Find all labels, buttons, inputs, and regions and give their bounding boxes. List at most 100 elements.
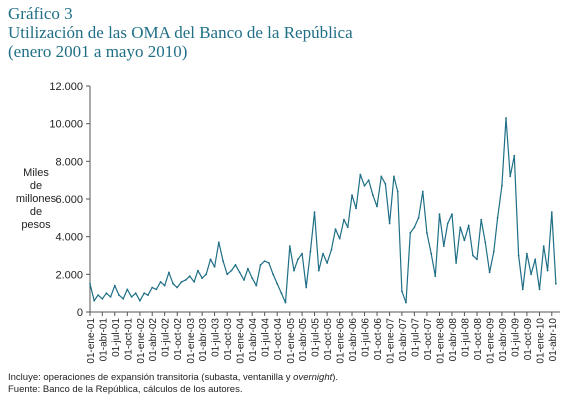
data-point [209,258,212,261]
x-tick-label: 01-ene-09 [486,318,497,364]
data-point [405,301,407,304]
x-tick-label: 01-ene-08 [436,318,447,364]
data-point [213,265,216,268]
x-tick-label: 01-ene-10 [535,318,546,364]
data-point [472,254,474,257]
data-point [317,269,320,272]
data-point [197,269,199,272]
data-point [105,292,108,295]
data-point [521,288,524,291]
x-tick-label: 01-oct-04 [273,318,284,361]
data-point [409,232,412,234]
data-point [280,292,283,295]
chart-label: Gráfico 3 [8,4,73,23]
data-point [97,294,99,296]
x-tick-label: 01-abr-07 [398,318,409,362]
x-tick-label: 01-abr-01 [98,318,109,362]
data-point [234,264,237,266]
x-tick-label: 01-abr-09 [498,318,509,362]
data-point [326,262,328,264]
data-point [430,252,433,255]
data-point [238,271,241,274]
y-axis-label-line: de [29,206,43,218]
data-point [451,213,453,216]
x-tick-label: 01-oct-03 [223,318,234,361]
data-point [546,269,549,272]
x-tick-label: 01-abr-02 [148,318,159,362]
data-point [272,273,274,276]
x-tick-label: 01-abr-06 [348,318,359,362]
series-line [89,117,557,304]
data-point [188,275,191,278]
data-point [159,281,162,283]
x-tick-label: 01-jul-04 [261,318,272,357]
y-tick-label: 8.000 [55,156,83,168]
data-point [251,277,254,279]
x-tick-label: 01-ene-05 [286,318,297,364]
data-point [118,294,120,296]
data-point [297,258,299,261]
note-text: ). [332,372,339,383]
data-point [93,299,96,302]
data-point [555,282,557,285]
data-point [309,250,312,253]
data-point [517,254,520,257]
data-point [288,245,291,248]
data-point [459,226,462,229]
data-point [217,241,220,244]
data-point [526,252,528,255]
data-point [284,301,287,304]
data-point [434,275,437,278]
data-point [201,277,204,279]
x-tick-label: 01-jul-05 [311,318,322,357]
data-point [346,226,349,229]
data-point [334,228,337,231]
data-point [538,288,541,291]
x-tick-label: 01-ene-02 [136,318,147,364]
data-point [172,282,175,285]
x-tick-label: 01-jul-03 [211,318,222,357]
x-tick-label: 01-jul-01 [111,318,122,357]
data-point [147,294,149,296]
data-point [413,226,416,229]
note-italic-text: overnight [293,372,333,383]
data-point [496,216,499,219]
data-point [176,286,179,289]
x-tick-label: 01-jul-06 [360,318,371,357]
y-axis-label-line: Miles [23,167,49,179]
data-point [380,175,383,178]
x-tick-label: 01-oct-08 [473,318,484,361]
data-point [180,281,183,283]
note-line-2: Fuente: Banco de la República, cálculos … [8,384,243,395]
data-point [330,248,333,251]
data-point [542,245,545,248]
data-point [550,211,553,214]
data-point [530,273,532,276]
x-tick-label: 01-jul-09 [510,318,521,357]
y-axis-label-line: pesos [21,219,51,231]
data-point [226,273,229,276]
note-text: Incluye: operaciones de expansión transi… [8,372,294,383]
y-axis-label-line: millones [15,193,57,205]
data-point [463,239,466,242]
data-point [338,237,341,240]
x-tick-label: 01-oct-05 [323,318,334,361]
x-tick-label: 01-oct-07 [423,318,434,361]
data-point [276,282,279,285]
x-tick-label: 01-oct-02 [173,318,184,361]
data-point [122,297,125,300]
data-point [421,190,424,193]
data-point [442,245,445,248]
data-point [359,173,362,176]
data-point [305,286,308,289]
data-point [230,269,233,272]
data-point [355,207,357,210]
data-point [351,194,353,197]
data-point [247,267,249,270]
data-point [492,250,495,253]
x-tick-label: 01-abr-10 [548,318,559,362]
x-tick-label: 01-jul-02 [161,318,172,357]
data-point [293,269,295,272]
data-point [376,205,378,208]
x-tick-label: 01-abr-03 [198,318,209,362]
